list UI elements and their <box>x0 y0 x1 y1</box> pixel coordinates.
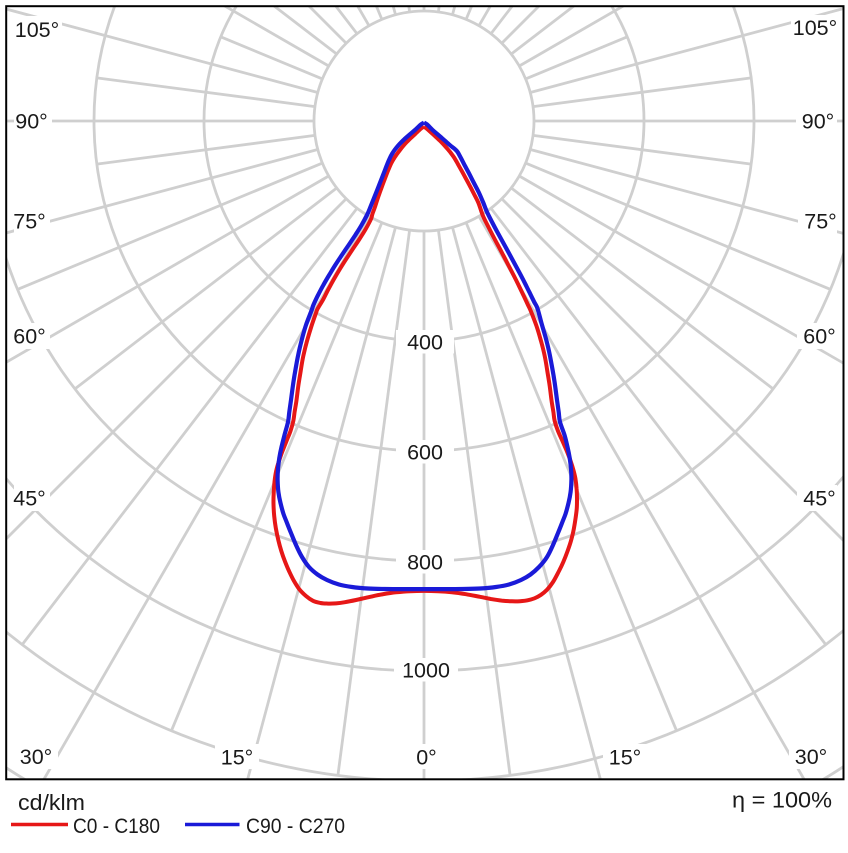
svg-text:75°: 75° <box>804 210 837 234</box>
svg-text:15°: 15° <box>221 746 254 770</box>
svg-text:0°: 0° <box>416 746 437 770</box>
svg-text:30°: 30° <box>20 745 53 769</box>
svg-text:400: 400 <box>407 331 443 355</box>
svg-text:45°: 45° <box>13 487 46 511</box>
svg-text:800: 800 <box>407 551 443 575</box>
svg-text:45°: 45° <box>803 487 836 511</box>
svg-text:60°: 60° <box>13 325 46 349</box>
svg-text:η = 100%: η = 100% <box>732 788 832 813</box>
svg-text:90°: 90° <box>802 110 835 134</box>
svg-text:C90 - C270: C90 - C270 <box>246 815 345 838</box>
svg-text:cd/klm: cd/klm <box>18 790 85 815</box>
svg-text:15°: 15° <box>609 746 642 770</box>
svg-text:600: 600 <box>407 441 443 465</box>
svg-text:105°: 105° <box>15 18 59 42</box>
svg-text:C0 - C180: C0 - C180 <box>73 815 160 838</box>
svg-text:105°: 105° <box>793 16 837 40</box>
svg-text:60°: 60° <box>803 325 836 349</box>
svg-text:90°: 90° <box>15 110 48 134</box>
svg-text:1000: 1000 <box>402 659 450 683</box>
svg-text:75°: 75° <box>13 210 46 234</box>
svg-text:30°: 30° <box>795 745 828 769</box>
